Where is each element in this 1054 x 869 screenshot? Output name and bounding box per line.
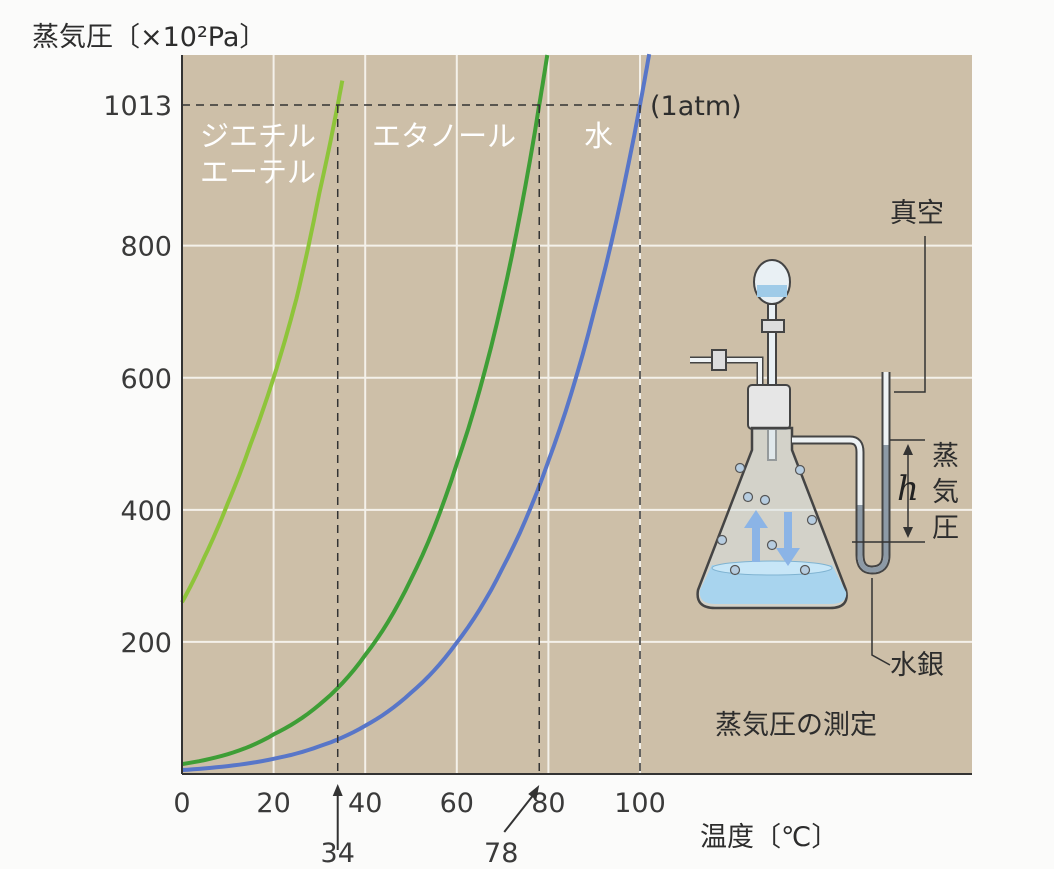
y-axis-label: 蒸気圧〔×10²Pa〕 (32, 22, 266, 53)
y-tick-label: 200 (120, 628, 172, 659)
series-label: 水 (584, 119, 613, 153)
series-line (181, 54, 550, 767)
plot-background (182, 55, 972, 774)
funnel-bulb (753, 259, 791, 305)
series-line (180, 80, 345, 604)
boiling-point-pointer (503, 789, 539, 833)
funnel-liquid (757, 285, 787, 297)
x-tick-label: 60 (440, 788, 474, 819)
mercury-column (857, 445, 889, 573)
mercury-label: 水銀 (890, 650, 944, 681)
series-label: エタノール (372, 119, 516, 153)
reference-line-label: (1atm) (650, 91, 742, 122)
condensation-arrow-icon (776, 512, 800, 566)
series-label: ジエチル (200, 119, 316, 153)
y-tick-label: 1013 (103, 91, 172, 122)
vacuum-leader (894, 236, 926, 393)
side-stopcock (711, 349, 727, 371)
vapor-pressure-label: 蒸気圧 (932, 441, 959, 544)
funnel-stopcock (761, 319, 785, 333)
x-tick-label: 0 (173, 788, 190, 819)
grid (182, 55, 972, 774)
boiling-point-labels: 34 78 (321, 784, 540, 869)
height-arrowhead-down-icon (903, 527, 913, 538)
pointer-arrowhead-icon (332, 784, 343, 796)
boiling-point-label: 78 (484, 838, 518, 869)
vapor-molecules (716, 462, 818, 576)
height-label: h (897, 469, 919, 509)
vacuum-label: 真空 (890, 198, 944, 229)
guides (182, 104, 641, 774)
x-axis-label: 温度〔℃〕 (700, 822, 838, 853)
y-ticks: 200 400 600 800 1013 (103, 91, 172, 659)
series-label: エーテル (200, 155, 316, 189)
series-layer (180, 53, 652, 772)
x-tick-label: 40 (348, 788, 382, 819)
y-tick-label: 600 (120, 364, 172, 395)
liquid-surface (711, 560, 833, 576)
x-tick-label: 100 (614, 788, 666, 819)
x-ticks: 0 20 40 60 80 100 (173, 788, 665, 819)
evaporation-arrow-icon (744, 510, 768, 562)
mercury-leader (871, 578, 891, 666)
flask-stopper (747, 384, 791, 430)
pointer-arrowhead-icon (528, 785, 540, 800)
apparatus-title: 蒸気圧の測定 (715, 710, 877, 741)
y-tick-label: 400 (120, 496, 172, 527)
x-tick-label: 20 (256, 788, 290, 819)
y-tick-label: 800 (120, 232, 172, 263)
boiling-point-label: 34 (321, 838, 355, 869)
height-arrowhead-up-icon (903, 444, 913, 455)
series-line (181, 53, 652, 772)
apparatus-illustration: h 真空 水銀 蒸気圧 蒸気圧の測定 (690, 198, 959, 741)
